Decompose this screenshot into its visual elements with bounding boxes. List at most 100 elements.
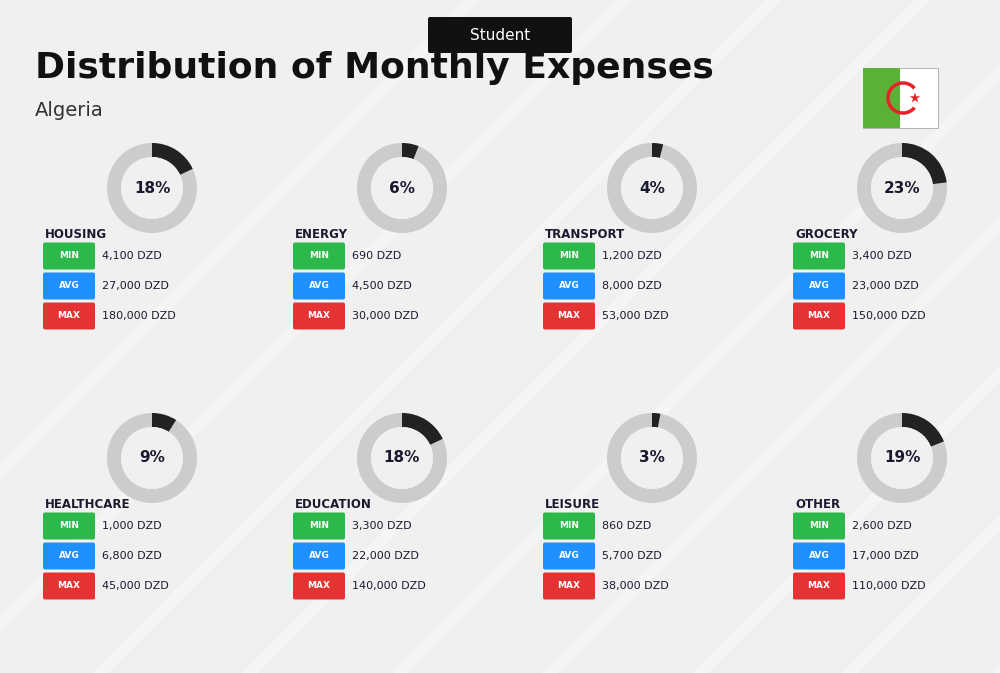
Text: AVG: AVG [559, 281, 579, 291]
Text: ENERGY: ENERGY [295, 228, 348, 241]
Text: 5,700 DZD: 5,700 DZD [602, 551, 662, 561]
Circle shape [121, 427, 183, 489]
Text: 18%: 18% [134, 180, 170, 195]
Text: 53,000 DZD: 53,000 DZD [602, 311, 669, 321]
Text: 30,000 DZD: 30,000 DZD [352, 311, 419, 321]
FancyBboxPatch shape [793, 513, 845, 540]
FancyBboxPatch shape [293, 542, 345, 569]
Wedge shape [357, 143, 447, 233]
FancyBboxPatch shape [293, 273, 345, 299]
Text: 6,800 DZD: 6,800 DZD [102, 551, 162, 561]
Text: OTHER: OTHER [795, 498, 840, 511]
Text: AVG: AVG [59, 281, 79, 291]
Text: AVG: AVG [809, 551, 829, 561]
Circle shape [621, 157, 683, 219]
Text: AVG: AVG [59, 551, 79, 561]
Text: MIN: MIN [309, 522, 329, 530]
Wedge shape [857, 143, 947, 233]
Text: AVG: AVG [559, 551, 579, 561]
Wedge shape [902, 413, 944, 447]
Text: MIN: MIN [59, 522, 79, 530]
Text: HEALTHCARE: HEALTHCARE [45, 498, 130, 511]
Wedge shape [607, 413, 697, 503]
Text: 1,000 DZD: 1,000 DZD [102, 521, 162, 531]
Text: MAX: MAX [308, 581, 330, 590]
FancyBboxPatch shape [543, 542, 595, 569]
Wedge shape [402, 413, 443, 445]
Text: MIN: MIN [559, 522, 579, 530]
FancyBboxPatch shape [862, 68, 938, 128]
Text: 4,100 DZD: 4,100 DZD [102, 251, 162, 261]
FancyBboxPatch shape [543, 302, 595, 330]
Text: 38,000 DZD: 38,000 DZD [602, 581, 669, 591]
Wedge shape [652, 143, 663, 158]
Wedge shape [152, 413, 176, 432]
Circle shape [371, 157, 433, 219]
Text: AVG: AVG [309, 281, 329, 291]
Text: MAX: MAX [58, 581, 80, 590]
Text: 8,000 DZD: 8,000 DZD [602, 281, 662, 291]
Text: LEISURE: LEISURE [545, 498, 600, 511]
Text: 27,000 DZD: 27,000 DZD [102, 281, 169, 291]
Wedge shape [357, 413, 447, 503]
Text: 18%: 18% [384, 450, 420, 466]
Text: MIN: MIN [309, 252, 329, 260]
Text: MAX: MAX [308, 312, 330, 320]
Text: Distribution of Monthly Expenses: Distribution of Monthly Expenses [35, 51, 714, 85]
Text: 4,500 DZD: 4,500 DZD [352, 281, 412, 291]
FancyBboxPatch shape [43, 273, 95, 299]
FancyBboxPatch shape [793, 542, 845, 569]
Polygon shape [910, 92, 920, 102]
Circle shape [121, 157, 183, 219]
Text: MIN: MIN [59, 252, 79, 260]
Text: EDUCATION: EDUCATION [295, 498, 372, 511]
Text: 3,300 DZD: 3,300 DZD [352, 521, 412, 531]
Polygon shape [862, 68, 900, 128]
Text: 23,000 DZD: 23,000 DZD [852, 281, 919, 291]
Text: MAX: MAX [558, 312, 580, 320]
Text: 4%: 4% [639, 180, 665, 195]
Text: TRANSPORT: TRANSPORT [545, 228, 625, 241]
Text: 690 DZD: 690 DZD [352, 251, 401, 261]
Text: 3%: 3% [639, 450, 665, 466]
Text: GROCERY: GROCERY [795, 228, 858, 241]
Text: MIN: MIN [559, 252, 579, 260]
Text: MIN: MIN [809, 252, 829, 260]
Text: AVG: AVG [309, 551, 329, 561]
FancyBboxPatch shape [43, 513, 95, 540]
Text: MAX: MAX [808, 312, 830, 320]
Text: 17,000 DZD: 17,000 DZD [852, 551, 919, 561]
Text: 2,600 DZD: 2,600 DZD [852, 521, 912, 531]
Text: Algeria: Algeria [35, 102, 104, 120]
Circle shape [871, 427, 933, 489]
Circle shape [371, 427, 433, 489]
Text: MAX: MAX [808, 581, 830, 590]
Wedge shape [107, 413, 197, 503]
FancyBboxPatch shape [793, 242, 845, 269]
Text: HOUSING: HOUSING [45, 228, 107, 241]
Text: 19%: 19% [884, 450, 920, 466]
Circle shape [871, 157, 933, 219]
Text: Student: Student [470, 28, 530, 42]
FancyBboxPatch shape [293, 513, 345, 540]
Wedge shape [902, 143, 947, 184]
Text: 3,400 DZD: 3,400 DZD [852, 251, 912, 261]
Text: AVG: AVG [809, 281, 829, 291]
Text: 6%: 6% [389, 180, 415, 195]
Wedge shape [857, 413, 947, 503]
Wedge shape [402, 143, 419, 160]
FancyBboxPatch shape [293, 302, 345, 330]
Circle shape [621, 427, 683, 489]
Text: MAX: MAX [58, 312, 80, 320]
Text: 860 DZD: 860 DZD [602, 521, 651, 531]
Wedge shape [652, 413, 660, 427]
Text: 45,000 DZD: 45,000 DZD [102, 581, 169, 591]
FancyBboxPatch shape [793, 273, 845, 299]
FancyBboxPatch shape [793, 573, 845, 600]
Text: MIN: MIN [809, 522, 829, 530]
FancyBboxPatch shape [543, 513, 595, 540]
Text: 140,000 DZD: 140,000 DZD [352, 581, 426, 591]
Wedge shape [607, 143, 697, 233]
FancyBboxPatch shape [43, 573, 95, 600]
FancyBboxPatch shape [43, 542, 95, 569]
